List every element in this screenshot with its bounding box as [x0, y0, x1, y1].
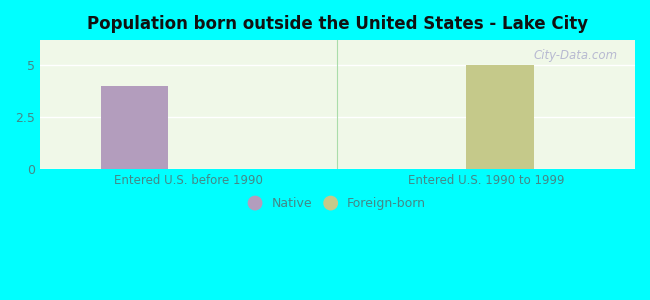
Bar [101, 86, 168, 169]
Legend: Native, Foreign-born: Native, Foreign-born [245, 194, 430, 214]
Title: Population born outside the United States - Lake City: Population born outside the United State… [87, 15, 588, 33]
Text: City-Data.com: City-Data.com [533, 49, 617, 62]
Bar [466, 65, 534, 169]
